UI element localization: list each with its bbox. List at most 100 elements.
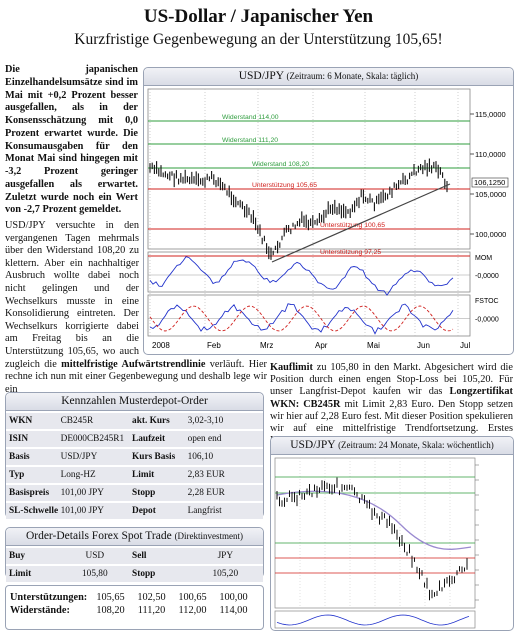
- subtitle: Kurzfristige Gegenbewegung an der Unters…: [74, 31, 443, 48]
- chart-plot: 2008 Feb Mrz Apr Mai Jun Jul 115,0000 110,0000 10…: [147, 88, 509, 350]
- chart-title: USD/JPY: [290, 439, 336, 451]
- chart-title: USD/JPY: [238, 70, 284, 82]
- table-label: Stopp: [132, 488, 156, 498]
- text: verläuft. Hier rechne ich nun mit einer …: [5, 358, 267, 395]
- current-price: 106,1250: [474, 178, 505, 187]
- table-label: Basis: [9, 452, 30, 462]
- table-row: WKN CB245R akt. Kurs 3,02-3,10: [6, 413, 263, 429]
- x-label: Apr: [315, 341, 328, 350]
- table-row: SL-Schwelle 101,00 JPY Depot Langfrist: [6, 503, 263, 519]
- price-label: 115,0000: [475, 110, 506, 119]
- table-label: Depot: [132, 506, 156, 516]
- level-label: Widerstand 108,20: [252, 161, 309, 168]
- trend-line: [271, 183, 451, 263]
- indicator-line: [149, 303, 454, 335]
- text: zu 105,80 in den Markt. Abgesichert wird…: [270, 362, 513, 398]
- table-label: Limit: [9, 569, 32, 579]
- indicator-axis: -0,0000: [475, 273, 499, 280]
- panel: [274, 610, 476, 629]
- table-label: Basispreis: [9, 488, 50, 498]
- table-row: Basispreis 101,00 JPY Stopp 2,28 EUR: [6, 485, 263, 501]
- level-label: Widerstände:: [10, 605, 70, 616]
- table-row: Basis USD/JPY Kurs Basis 106,10: [6, 449, 263, 465]
- level-value: 112,00: [178, 605, 207, 616]
- table-value: USD/JPY: [60, 452, 98, 462]
- table-value: 101,00 JPY: [60, 488, 105, 498]
- title: US-Dollar / Japanischer Yen: [143, 6, 374, 27]
- x-label: Jul: [460, 341, 470, 350]
- panel: [147, 88, 471, 250]
- level-value: 108,20: [96, 605, 125, 616]
- table-label: Buy: [9, 551, 26, 561]
- table-value: 2,28 EUR: [187, 488, 225, 498]
- chart-subtitle: (Zeitraum: 6 Monate, Skala: täglich): [286, 71, 419, 81]
- table-title-text: Order-Details Forex Spot Trade: [25, 530, 172, 542]
- daily-chart: USD/JPY (Zeitraum: 6 Monate, Skala: tägl…: [143, 67, 514, 355]
- indicator-line: [276, 614, 470, 626]
- table-label: Laufzeit: [132, 434, 166, 444]
- table-label: Kurs Basis: [132, 452, 176, 462]
- table-label: Stopp: [132, 569, 156, 579]
- table-label: WKN: [9, 416, 33, 426]
- chart-plot: [274, 457, 479, 629]
- levels-box: Unterstützungen: 105,65 102,50 100,65 100,00…: [5, 585, 264, 630]
- x-label: Feb: [207, 341, 221, 350]
- level-label: Widerstand 114,00: [222, 114, 279, 121]
- table-label: Sell: [132, 551, 147, 561]
- x-label: Mai: [367, 341, 380, 350]
- table-label: akt. Kurs: [132, 416, 170, 426]
- level-value: 114,00: [219, 605, 248, 616]
- table-value: JPY: [217, 551, 234, 561]
- table-value: 3,02-3,10: [187, 416, 224, 426]
- table-value: 105,80: [82, 569, 108, 579]
- table-value: CB245R: [60, 416, 94, 426]
- table-title: Order-Details Forex Spot Trade (Direktin…: [6, 528, 263, 546]
- x-label: 2008: [152, 341, 170, 350]
- table-label: Limit: [132, 470, 155, 480]
- level-label: Unterstützungen:: [10, 592, 88, 603]
- level-label: Unterstützung 97,25: [320, 249, 381, 256]
- table-value: Langfrist: [187, 506, 222, 516]
- bold-text: mittelfristige Aufwärtstrendlinie: [61, 358, 206, 370]
- table-row: ISIN DE000CB245R1 Laufzeit open end: [6, 431, 263, 447]
- price-label: 105,0000: [475, 190, 506, 199]
- indicator-signal: [149, 305, 454, 332]
- table-title: Kennzahlen Musterdepot-Order: [6, 393, 263, 411]
- table-note: (Direktinvestment): [174, 531, 244, 541]
- forex-table: Order-Details Forex Spot Trade (Direktin…: [5, 527, 264, 582]
- bold-text: Longzertifikat WKN: CB245R: [270, 386, 513, 410]
- weekly-chart: USD/JPY (Zeitraum: 24 Monate, Skala: wöc…: [270, 436, 514, 631]
- price-bars: [276, 477, 468, 601]
- level-label: Unterstützung 105,65: [252, 182, 317, 189]
- level-label: Unterstützung 100,65: [320, 222, 385, 229]
- indicator-name: MOM: [475, 255, 492, 262]
- price-label: 100,0000: [475, 230, 506, 239]
- bold-text: Kauflimit: [270, 362, 313, 373]
- table-label: ISIN: [9, 434, 29, 444]
- table-row: Typ Long-HZ Limit 2,83 EUR: [6, 467, 263, 483]
- table-label: SL-Schwelle: [9, 506, 58, 516]
- level-value: 100,65: [178, 592, 207, 603]
- table-value: open end: [187, 434, 222, 444]
- x-label: Jun: [417, 341, 430, 350]
- chart-subtitle: (Zeitraum: 24 Monate, Skala: wöchentlich…: [338, 440, 494, 450]
- table-value: 101,00 JPY: [60, 506, 105, 516]
- panel: [147, 251, 471, 293]
- indicator-name: FSTOC: [475, 298, 499, 305]
- chart-header: USD/JPY (Zeitraum: 6 Monate, Skala: tägl…: [144, 68, 513, 86]
- order-table: Kennzahlen Musterdepot-Order WKN CB245R ak…: [5, 392, 264, 519]
- price-label: 110,0000: [475, 150, 506, 159]
- level-label: Widerstand 111,20: [222, 137, 278, 144]
- table-value: Long-HZ: [60, 470, 96, 480]
- price-bars: [149, 158, 448, 260]
- body-text: USD/JPY versuchte in den vergangenen Tag…: [5, 220, 267, 396]
- level-value: 100,00: [219, 592, 248, 603]
- indicator-line: [149, 256, 454, 296]
- table-row: Limit 105,80 Stopp 105,20: [6, 566, 263, 582]
- table-value: 2,83 EUR: [187, 470, 225, 480]
- level-value: 111,20: [137, 605, 166, 616]
- table-value: 105,20: [212, 569, 239, 579]
- x-label: Mrz: [260, 341, 273, 350]
- intro-text: Die japanischen Einzelhandelsumsätze sin…: [5, 64, 138, 216]
